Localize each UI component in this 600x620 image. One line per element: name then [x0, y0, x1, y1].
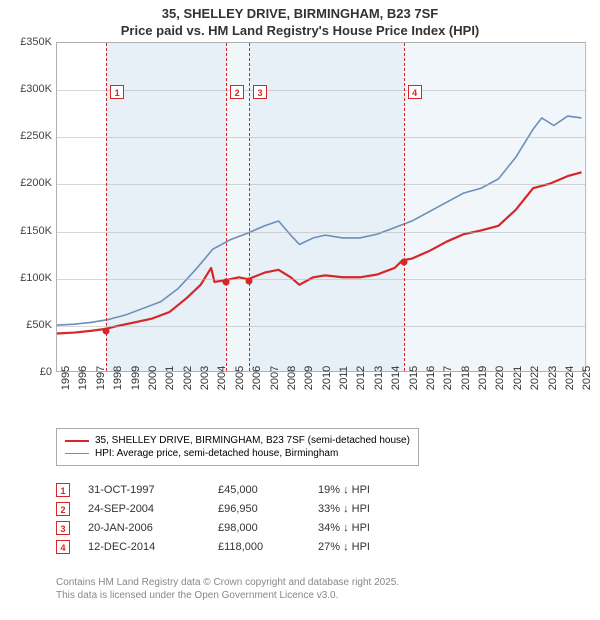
x-axis-label: 2020 — [494, 366, 506, 390]
sale-marker-badge: 4 — [408, 85, 422, 99]
sale-date: 12-DEC-2014 — [88, 541, 218, 553]
x-axis-label: 2023 — [547, 366, 559, 390]
x-axis-label: 2010 — [321, 366, 333, 390]
sale-pct: 19% ↓ HPI — [318, 484, 428, 496]
sale-row: 2 24-SEP-2004£96,95033% ↓ HPI — [56, 502, 428, 516]
gridline-h — [57, 279, 585, 280]
x-axis-label: 2012 — [355, 366, 367, 390]
sale-row-badge: 1 — [56, 483, 70, 497]
sale-marker-line — [404, 43, 405, 371]
x-axis-label: 2009 — [303, 366, 315, 390]
sale-price: £96,950 — [218, 503, 318, 515]
sale-price: £45,000 — [218, 484, 318, 496]
x-axis-label: 2017 — [442, 366, 454, 390]
sale-date: 24-SEP-2004 — [88, 503, 218, 515]
x-axis-label: 2014 — [390, 366, 402, 390]
y-axis-label: £350K — [20, 36, 52, 48]
x-axis-label: 2000 — [147, 366, 159, 390]
title-line2: Price paid vs. HM Land Registry's House … — [0, 23, 600, 40]
sale-point-dot — [400, 258, 407, 265]
sale-point-dot — [246, 277, 253, 284]
sale-marker-badge: 2 — [230, 85, 244, 99]
chart-lines — [57, 43, 585, 371]
x-axis-label: 2005 — [234, 366, 246, 390]
sale-pct: 33% ↓ HPI — [318, 503, 428, 515]
x-axis-label: 2007 — [269, 366, 281, 390]
chart-title-block: 35, SHELLEY DRIVE, BIRMINGHAM, B23 7SF P… — [0, 0, 600, 40]
x-axis-label: 2011 — [338, 366, 350, 390]
sale-point-dot — [103, 327, 110, 334]
chart-area: 1234 £0£50K£100K£150K£200K£250K£300K£350… — [0, 42, 600, 412]
x-axis-label: 1999 — [130, 366, 142, 390]
sale-price: £118,000 — [218, 541, 318, 553]
y-axis-label: £300K — [20, 83, 52, 95]
x-axis-label: 2003 — [199, 366, 211, 390]
sale-marker-badge: 1 — [110, 85, 124, 99]
x-axis-label: 2001 — [164, 366, 176, 390]
legend-item: 35, SHELLEY DRIVE, BIRMINGHAM, B23 7SF (… — [65, 435, 410, 446]
sale-pct: 27% ↓ HPI — [318, 541, 428, 553]
series-price_paid — [57, 172, 582, 333]
sale-pct: 34% ↓ HPI — [318, 522, 428, 534]
x-axis-label: 2006 — [251, 366, 263, 390]
footer-attribution: Contains HM Land Registry data © Crown c… — [56, 576, 399, 602]
plot-area: 1 23 4 — [56, 42, 586, 372]
legend-item: HPI: Average price, semi-detached house,… — [65, 448, 410, 459]
x-axis-label: 2002 — [182, 366, 194, 390]
y-axis-label: £100K — [20, 272, 52, 284]
title-line1: 35, SHELLEY DRIVE, BIRMINGHAM, B23 7SF — [0, 6, 600, 23]
legend-swatch — [65, 440, 89, 442]
x-axis-label: 2013 — [373, 366, 385, 390]
sale-marker-line — [106, 43, 107, 371]
gridline-h — [57, 326, 585, 327]
sale-point-dot — [223, 278, 230, 285]
sale-row-badge: 3 — [56, 521, 70, 535]
sale-row-badge: 4 — [56, 540, 70, 554]
y-axis-label: £200K — [20, 177, 52, 189]
gridline-h — [57, 137, 585, 138]
sale-marker-line — [249, 43, 250, 371]
sale-date: 31-OCT-1997 — [88, 484, 218, 496]
footer-line2: This data is licensed under the Open Gov… — [56, 589, 399, 602]
sale-date: 20-JAN-2006 — [88, 522, 218, 534]
x-axis-label: 2025 — [581, 366, 593, 390]
gridline-h — [57, 232, 585, 233]
x-axis-label: 2018 — [460, 366, 472, 390]
sale-row-badge: 2 — [56, 502, 70, 516]
x-axis-label: 2008 — [286, 366, 298, 390]
legend-label: 35, SHELLEY DRIVE, BIRMINGHAM, B23 7SF (… — [95, 435, 410, 446]
footer-line1: Contains HM Land Registry data © Crown c… — [56, 576, 399, 589]
sale-row: 4 12-DEC-2014£118,00027% ↓ HPI — [56, 540, 428, 554]
sale-price: £98,000 — [218, 522, 318, 534]
sale-marker-line — [226, 43, 227, 371]
x-axis-label: 2016 — [425, 366, 437, 390]
sale-row: 1 31-OCT-1997£45,00019% ↓ HPI — [56, 483, 428, 497]
x-axis-label: 2004 — [216, 366, 228, 390]
x-axis-label: 1997 — [95, 366, 107, 390]
x-axis-label: 2021 — [512, 366, 524, 390]
sale-row: 3 20-JAN-2006£98,00034% ↓ HPI — [56, 521, 428, 535]
x-axis-label: 2019 — [477, 366, 489, 390]
gridline-h — [57, 90, 585, 91]
y-axis-label: £150K — [20, 225, 52, 237]
legend-swatch — [65, 453, 89, 454]
y-axis-label: £250K — [20, 130, 52, 142]
legend-label: HPI: Average price, semi-detached house,… — [95, 448, 338, 459]
y-axis-label: £0 — [40, 366, 52, 378]
x-axis-label: 2024 — [564, 366, 576, 390]
x-axis-label: 1998 — [112, 366, 124, 390]
legend: 35, SHELLEY DRIVE, BIRMINGHAM, B23 7SF (… — [56, 428, 419, 466]
x-axis-label: 1996 — [77, 366, 89, 390]
x-axis-label: 1995 — [60, 366, 72, 390]
gridline-h — [57, 184, 585, 185]
x-axis-label: 2022 — [529, 366, 541, 390]
sales-table: 1 31-OCT-1997£45,00019% ↓ HPI 2 24-SEP-2004… — [56, 478, 428, 559]
y-axis-label: £50K — [26, 319, 52, 331]
x-axis-label: 2015 — [408, 366, 420, 390]
sale-marker-badge: 3 — [253, 85, 267, 99]
